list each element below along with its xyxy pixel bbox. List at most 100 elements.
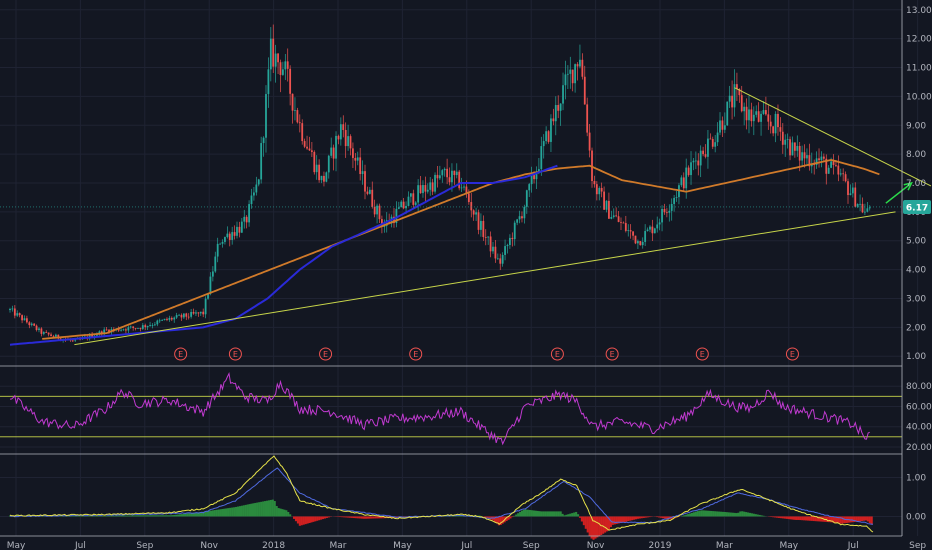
candle [854, 182, 857, 208]
candle-body [818, 158, 820, 161]
candle-body [859, 203, 861, 205]
candle-body [757, 111, 760, 122]
candle-body [294, 110, 296, 111]
candle [535, 166, 538, 189]
candle [562, 72, 564, 111]
x-tick-label: May [393, 541, 412, 550]
candle-body [429, 182, 432, 190]
histogram-bar [148, 515, 151, 517]
candle [634, 235, 637, 245]
candle [197, 312, 200, 317]
candle-body [139, 327, 142, 329]
histogram-bar [546, 511, 549, 517]
candle-body [236, 226, 238, 236]
candle [318, 159, 321, 183]
x-tick-label: Mar [330, 541, 347, 550]
candle-body [620, 221, 622, 223]
candle [793, 142, 796, 158]
histogram-bar [638, 516, 641, 519]
candle [243, 209, 246, 229]
candle-body [513, 222, 516, 240]
candle [224, 236, 226, 245]
candle [784, 134, 787, 157]
candle [438, 165, 441, 180]
candle [839, 168, 842, 177]
candle [600, 182, 603, 198]
histogram-bar [590, 516, 593, 539]
candle-body [298, 122, 301, 124]
histogram-bar [146, 515, 149, 517]
candle [347, 124, 349, 151]
candle-body [822, 156, 825, 159]
candle-body [419, 185, 422, 194]
histogram-bar [219, 509, 222, 517]
candle [815, 151, 818, 169]
histogram-bar [810, 516, 813, 521]
histogram-bar [689, 513, 692, 517]
candle [818, 148, 820, 168]
candle [736, 72, 738, 102]
candle-body [310, 150, 313, 152]
histogram-bar [594, 516, 597, 539]
candle-body [318, 164, 321, 181]
candle [182, 313, 185, 319]
candle [315, 155, 318, 180]
candle-body [634, 235, 637, 244]
candle-body [868, 207, 871, 209]
histogram-bar [513, 515, 516, 517]
histogram-bar [578, 516, 582, 518]
candle-body [74, 339, 77, 341]
candle-body [552, 118, 555, 122]
candle [354, 153, 357, 171]
candle [523, 204, 526, 224]
candle-body [327, 155, 330, 173]
candle [296, 107, 299, 124]
grid [0, 0, 919, 536]
candle [21, 314, 23, 324]
histogram-bar [308, 516, 311, 524]
histogram-bar [302, 516, 305, 525]
histogram-bar [866, 516, 869, 522]
candle [612, 208, 615, 219]
candle-body [373, 206, 376, 215]
histogram-bar [161, 515, 164, 517]
candle [460, 177, 463, 193]
candle [716, 122, 719, 147]
candle-body [434, 174, 436, 192]
x-tick-label: May [7, 541, 26, 550]
histogram-bar [391, 516, 394, 518]
candle-body [170, 317, 173, 320]
candle [248, 200, 250, 227]
candle-body [600, 187, 603, 192]
candle [750, 102, 753, 127]
histogram-bar [314, 516, 317, 522]
candle-body [253, 192, 255, 196]
histogram-bar [553, 511, 556, 517]
histogram-bar [565, 514, 568, 517]
candle-body [480, 220, 482, 230]
candle [574, 63, 577, 93]
histogram-bar [770, 516, 773, 517]
histogram-bar [677, 516, 680, 518]
candle-body [409, 193, 412, 197]
candle [436, 166, 439, 188]
candle-body [13, 308, 16, 316]
histogram-bar [298, 516, 301, 526]
candle [214, 251, 217, 273]
candle-body [847, 181, 849, 196]
candle [525, 189, 528, 214]
candle-body [482, 220, 485, 238]
earnings-circle [695, 347, 709, 361]
histogram-bar [569, 513, 572, 517]
candle-body [789, 139, 791, 156]
histogram-bar [835, 516, 838, 524]
candle-body [26, 318, 28, 323]
candle-body [518, 216, 521, 220]
candle [781, 123, 784, 154]
candle-body [798, 145, 801, 161]
histogram-bar [548, 511, 551, 517]
candle [455, 163, 458, 179]
candle [719, 112, 721, 136]
candle [441, 169, 444, 183]
